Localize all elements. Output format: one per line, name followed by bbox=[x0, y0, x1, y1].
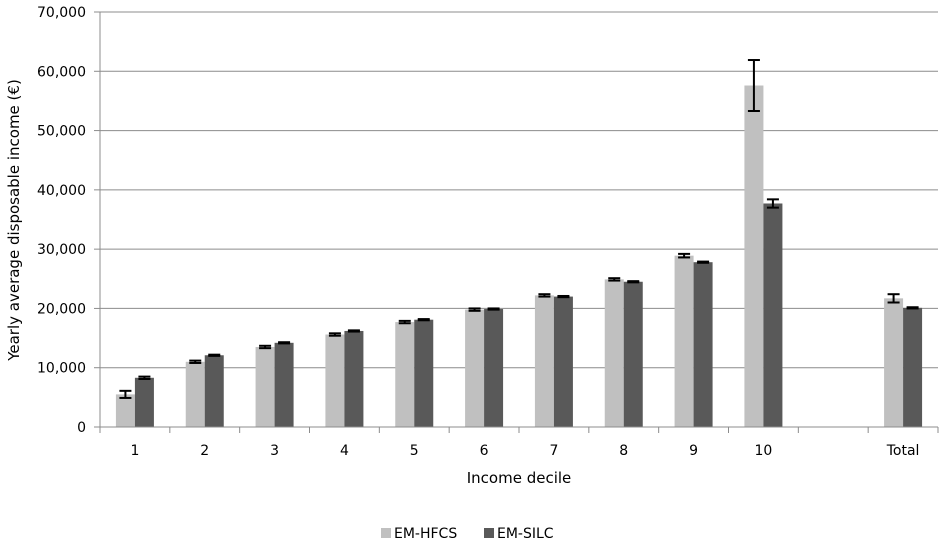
legend-swatch-em-hfcs bbox=[381, 528, 391, 538]
bar bbox=[115, 394, 135, 427]
error-bar bbox=[887, 293, 900, 304]
error-bar bbox=[138, 375, 151, 380]
legend: EM-HFCS EM-SILC bbox=[381, 526, 554, 542]
y-tick-label: 40,000 bbox=[37, 183, 86, 199]
legend-swatch-em-silc bbox=[484, 528, 494, 538]
error-bar bbox=[906, 306, 919, 310]
bar bbox=[903, 307, 923, 427]
bar bbox=[465, 309, 485, 427]
error-bar bbox=[208, 353, 221, 357]
legend-label-em-hfcs: EM-HFCS bbox=[394, 526, 457, 542]
error-bar bbox=[678, 252, 691, 259]
error-bar bbox=[328, 332, 341, 337]
x-tick-label: 2 bbox=[200, 443, 209, 459]
bar bbox=[325, 334, 345, 427]
y-tick-label: 70,000 bbox=[37, 5, 86, 21]
x-tick-label: Total bbox=[886, 443, 920, 459]
error-bar bbox=[189, 359, 202, 364]
y-tick-label: 30,000 bbox=[37, 242, 86, 258]
bar bbox=[274, 342, 294, 427]
error-bar bbox=[398, 319, 411, 325]
bar bbox=[484, 309, 504, 427]
error-bar bbox=[697, 260, 710, 264]
error-bar bbox=[259, 344, 272, 350]
bars bbox=[115, 85, 923, 427]
x-axis-ticks: 1 2 3 4 5 6 7 8 9 10 Total bbox=[130, 443, 919, 459]
y-tick-label: 20,000 bbox=[37, 301, 86, 317]
axes bbox=[94, 11, 939, 433]
y-tick-label: 10,000 bbox=[37, 361, 86, 377]
error-bar bbox=[468, 307, 481, 312]
bar bbox=[674, 255, 694, 427]
legend-label-em-silc: EM-SILC bbox=[497, 526, 554, 542]
bar bbox=[553, 296, 573, 427]
y-axis-title: Yearly average disposable income (€) bbox=[5, 79, 23, 362]
bar bbox=[344, 330, 364, 427]
x-tick-label: 1 bbox=[130, 443, 139, 459]
x-tick-label: 8 bbox=[619, 443, 628, 459]
error-bar bbox=[417, 318, 430, 322]
bar bbox=[623, 281, 643, 427]
bar bbox=[414, 319, 434, 427]
bar bbox=[134, 377, 154, 427]
bar bbox=[204, 355, 224, 427]
error-bar bbox=[766, 198, 779, 209]
error-bar bbox=[278, 341, 291, 345]
y-axis-ticks: 0 10,000 20,000 30,000 40,000 50,000 60,000 70,… bbox=[37, 5, 86, 436]
gridlines bbox=[100, 11, 938, 369]
x-tick-label: 9 bbox=[689, 443, 698, 459]
x-tick-label: 6 bbox=[480, 443, 489, 459]
bar bbox=[744, 85, 764, 427]
error-bar bbox=[747, 59, 760, 113]
x-axis-title: Income decile bbox=[467, 469, 572, 487]
bar bbox=[255, 346, 275, 427]
bar bbox=[604, 279, 624, 427]
x-tick-label: 10 bbox=[755, 443, 773, 459]
bar bbox=[763, 203, 783, 427]
error-bar bbox=[487, 307, 500, 311]
error-bar bbox=[627, 280, 640, 284]
y-tick-label: 50,000 bbox=[37, 124, 86, 140]
error-bar bbox=[608, 277, 621, 282]
bar bbox=[884, 298, 904, 427]
y-tick-label: 0 bbox=[77, 420, 86, 436]
error-bar bbox=[347, 329, 360, 333]
y-tick-label: 60,000 bbox=[37, 64, 86, 80]
x-tick-label: 7 bbox=[549, 443, 558, 459]
bar bbox=[185, 361, 205, 427]
error-bar bbox=[557, 294, 570, 299]
bar bbox=[395, 322, 415, 427]
error-bar bbox=[119, 389, 132, 399]
x-tick-label: 5 bbox=[410, 443, 419, 459]
bar bbox=[534, 295, 554, 427]
error-bars bbox=[119, 59, 919, 399]
error-bar bbox=[538, 293, 551, 298]
x-tick-label: 4 bbox=[340, 443, 349, 459]
bar bbox=[693, 262, 713, 427]
x-tick-label: 3 bbox=[270, 443, 279, 459]
